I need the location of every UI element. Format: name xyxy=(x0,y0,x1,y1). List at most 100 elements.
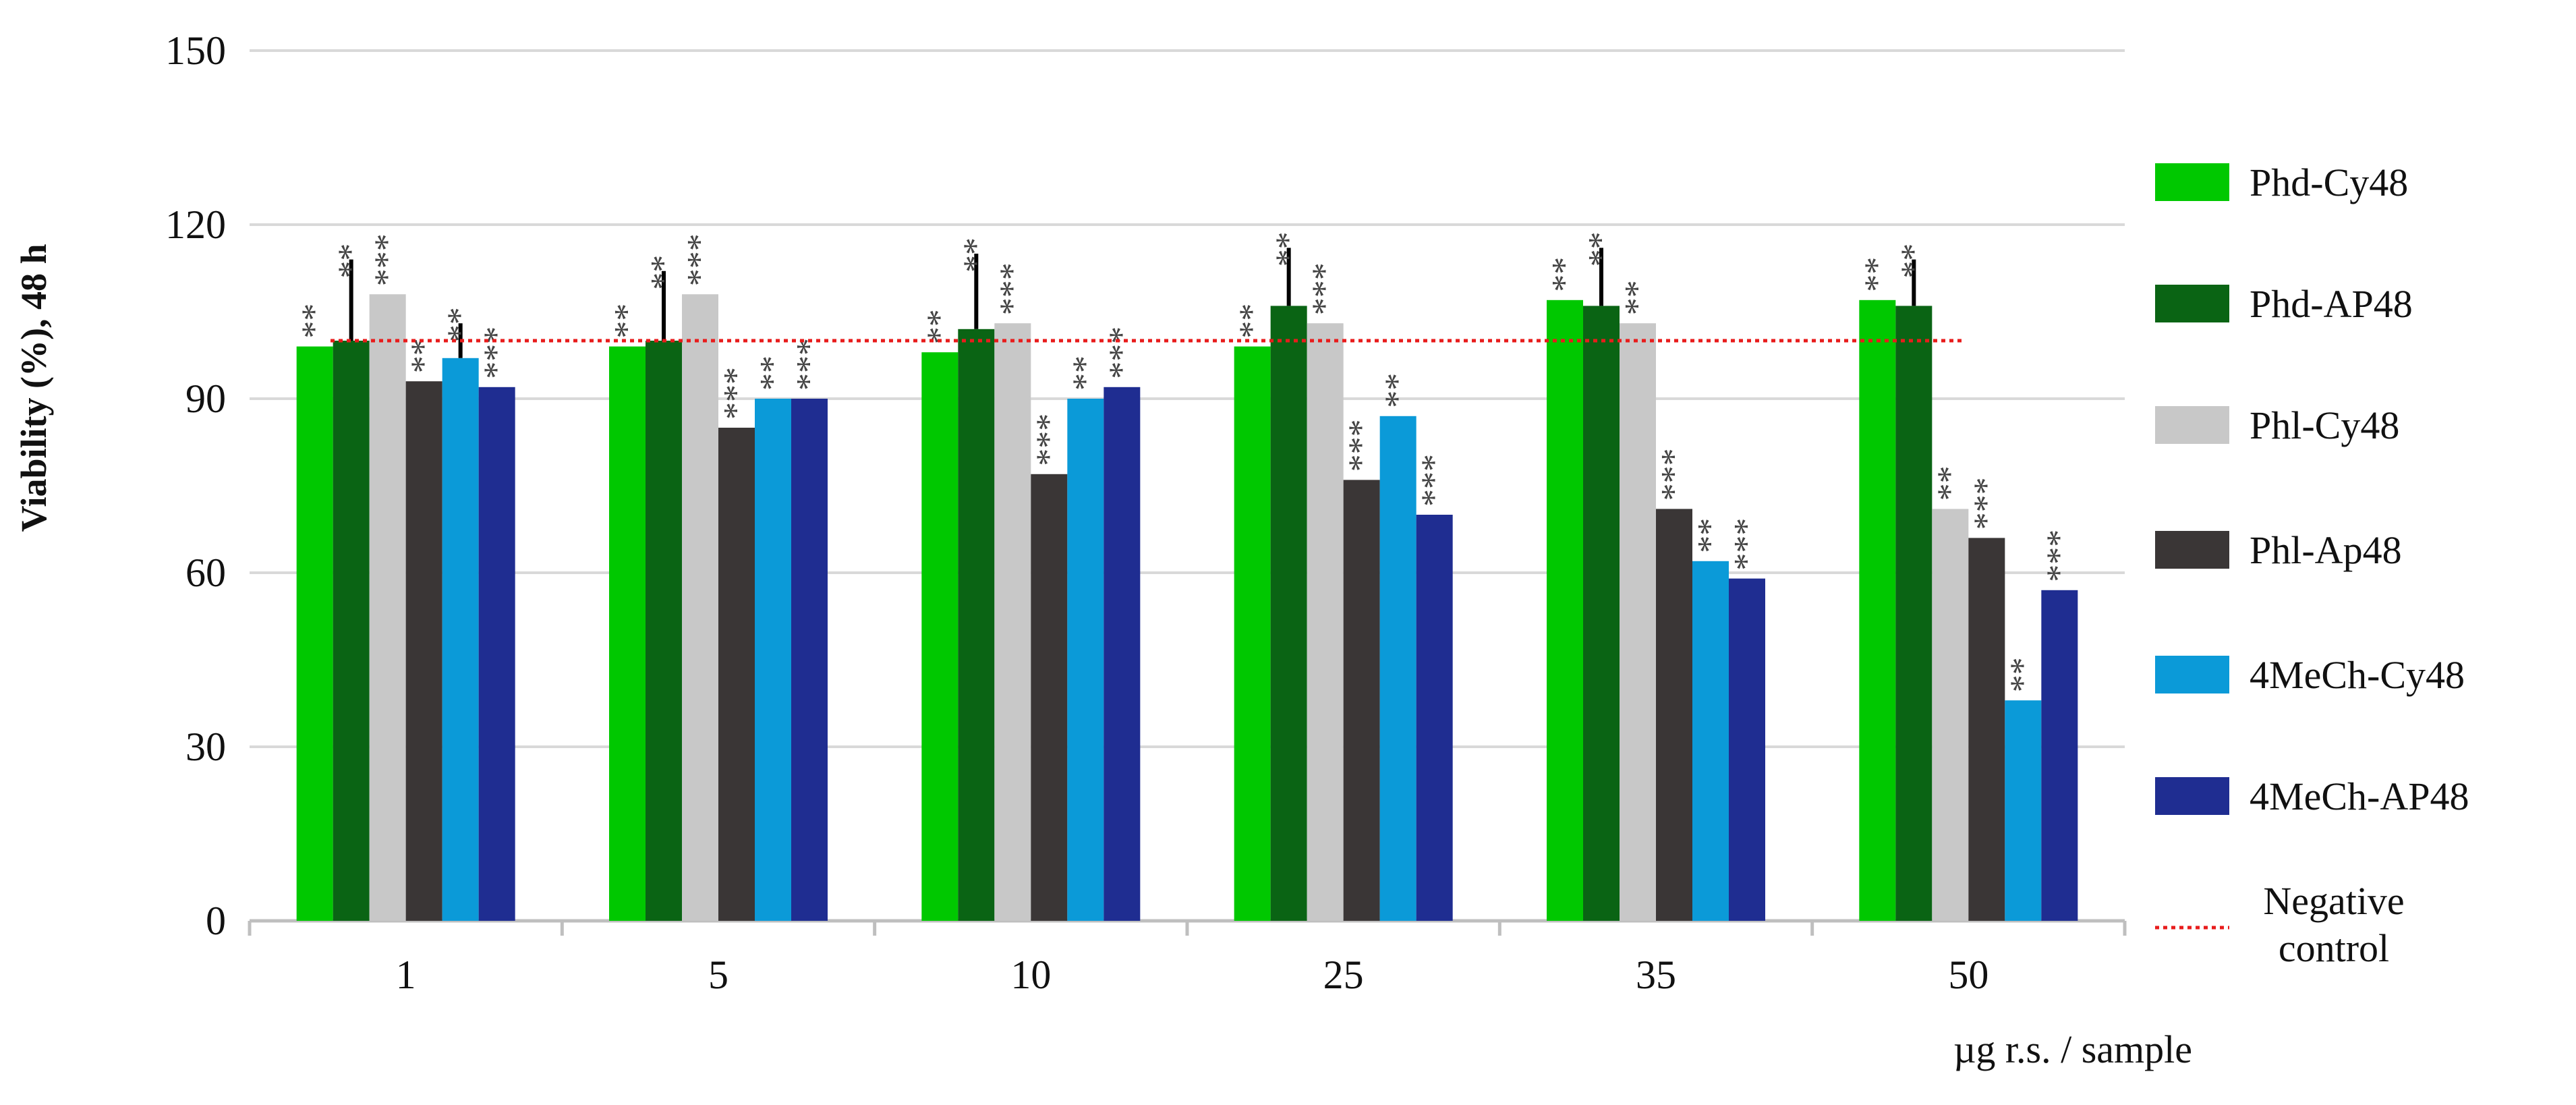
significance-label: *** xyxy=(1727,518,1766,571)
significance-label: *** xyxy=(1029,414,1068,466)
bar xyxy=(1547,300,1583,921)
gridlines xyxy=(250,49,2125,748)
bar xyxy=(1583,306,1620,921)
significance-label: ** xyxy=(1930,465,1969,501)
significance-label: *** xyxy=(1655,448,1693,501)
x-tick-label: 1 xyxy=(396,953,416,997)
significance-label: *** xyxy=(1415,454,1454,507)
significance-label: ** xyxy=(644,255,683,290)
significance-label: *** xyxy=(1342,419,1381,472)
bar xyxy=(333,341,370,921)
significance-label: ** xyxy=(2003,657,2042,692)
bar xyxy=(1416,515,1453,921)
bar xyxy=(369,294,406,921)
bar xyxy=(1692,561,1729,921)
bar xyxy=(1104,387,1141,921)
significance-label: *** xyxy=(790,338,828,391)
axes: 0 30 60 90 120 150 1 5 10 25 35 50 xyxy=(165,28,2127,997)
significance-label: ** xyxy=(753,356,792,391)
bar xyxy=(405,381,442,921)
significance-label: ** xyxy=(1233,304,1271,339)
bar xyxy=(718,428,755,921)
x-tick-label: 25 xyxy=(1323,953,1364,997)
bar xyxy=(1729,578,1765,921)
bar xyxy=(1031,474,1068,921)
significance-label: ** xyxy=(1894,244,1933,279)
bar xyxy=(442,358,479,921)
significance-label: *** xyxy=(1306,262,1344,315)
significance-label: *** xyxy=(368,233,407,286)
significance-label: *** xyxy=(1102,327,1141,379)
bar xyxy=(1656,509,1692,921)
significance-marks: ****************************************… xyxy=(295,231,2079,692)
legend-label: Negative control xyxy=(2263,879,2404,970)
legend: Phd-Cy48 Phd-AP48 Phl-Cy48 Phl-Ap48 4MeCh-Cy… xyxy=(2155,161,2469,970)
legend-swatch xyxy=(2155,406,2229,444)
x-tick-label: 35 xyxy=(1636,953,1676,997)
significance-label: ** xyxy=(1269,231,1308,266)
bar xyxy=(1859,300,1896,921)
significance-label: ** xyxy=(920,309,958,344)
y-tick-label: 120 xyxy=(165,202,226,247)
significance-label: *** xyxy=(717,367,755,420)
bar xyxy=(1379,416,1416,921)
significance-label: ** xyxy=(608,304,646,339)
significance-label: *** xyxy=(478,327,516,379)
legend-swatch xyxy=(2155,531,2229,569)
significance-label: ** xyxy=(1618,280,1657,315)
legend-label: Phd-Cy48 xyxy=(2250,161,2408,204)
bar xyxy=(2005,700,2042,921)
significance-label: ** xyxy=(441,307,480,342)
bar xyxy=(1343,480,1380,921)
significance-label: ** xyxy=(1066,356,1104,391)
bar xyxy=(1620,323,1656,921)
significance-label: ** xyxy=(405,338,443,373)
legend-label: Phl-Cy48 xyxy=(2250,403,2399,447)
legend-swatch xyxy=(2155,163,2229,201)
bar xyxy=(682,294,718,921)
significance-label: ** xyxy=(1582,231,1620,266)
legend-label: 4MeCh-AP48 xyxy=(2250,774,2469,818)
bar xyxy=(1067,399,1104,921)
bar xyxy=(1234,346,1271,921)
bar xyxy=(958,329,995,921)
legend-label: 4MeCh-Cy48 xyxy=(2250,653,2465,697)
x-tick-label: 5 xyxy=(708,953,728,997)
bar xyxy=(1932,509,1969,921)
bar xyxy=(1968,538,2005,921)
y-tick-label: 30 xyxy=(185,725,226,769)
significance-label: *** xyxy=(681,233,719,286)
bar xyxy=(1307,323,1344,921)
legend-swatch xyxy=(2155,285,2229,322)
legend-swatch xyxy=(2155,777,2229,815)
significance-label: ** xyxy=(1379,373,1417,408)
significance-label: ** xyxy=(332,244,370,279)
bar xyxy=(921,352,958,921)
x-tick-label: 10 xyxy=(1010,953,1051,997)
significance-label: ** xyxy=(1545,257,1584,292)
significance-label: *** xyxy=(1967,477,2005,530)
y-axis-title: Viability (%), 48 h xyxy=(13,244,54,532)
bar xyxy=(994,323,1031,921)
legend-label: Phd-AP48 xyxy=(2250,282,2413,326)
bar xyxy=(2041,590,2078,921)
bar xyxy=(1895,306,1933,921)
x-tick-label: 50 xyxy=(1948,953,1988,997)
legend-swatch xyxy=(2155,656,2229,693)
significance-label: ** xyxy=(295,304,334,339)
bar xyxy=(296,346,333,921)
bar xyxy=(791,399,828,921)
significance-label: *** xyxy=(993,262,1031,315)
y-tick-label: 150 xyxy=(165,28,226,73)
bars xyxy=(296,294,2078,921)
y-tick-label: 60 xyxy=(185,550,226,595)
significance-label: ** xyxy=(1691,518,1729,553)
significance-label: ** xyxy=(956,237,995,273)
significance-label: ** xyxy=(1858,257,1896,292)
bar xyxy=(755,399,791,921)
y-tick-label: 0 xyxy=(206,899,226,943)
bar xyxy=(646,341,682,921)
bar xyxy=(609,346,646,921)
legend-label: Phl-Ap48 xyxy=(2250,528,2402,572)
